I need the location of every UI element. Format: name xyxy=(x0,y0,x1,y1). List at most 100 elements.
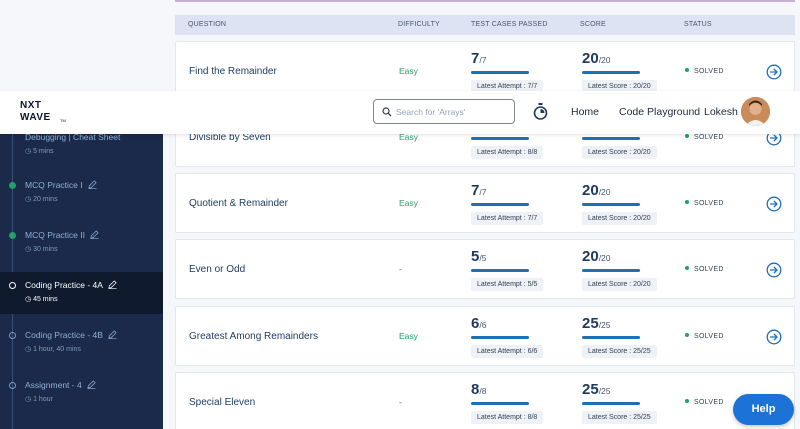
current-item-icon xyxy=(9,282,16,289)
completed-icon xyxy=(9,232,16,239)
test-cases-progress-bar xyxy=(471,203,529,206)
edit-icon xyxy=(90,230,99,239)
table-row[interactable]: Even or Odd - 5/5 Latest Attempt : 5/5 2… xyxy=(175,239,795,299)
duration-text: 1 hour, 40 mins xyxy=(33,346,81,353)
sidebar-item-mcq-practice-2[interactable]: MCQ Practice II ◷ 30 mins xyxy=(0,222,163,262)
difficulty-label: - xyxy=(399,397,402,407)
table-top-border xyxy=(175,0,795,2)
score-block: 25/25 Latest Score : 25/25 xyxy=(582,381,657,424)
sidebar-item-label: Debugging | Cheat Sheet xyxy=(25,134,121,142)
test-cases-passed: 7 xyxy=(471,50,480,67)
sidebar-item-coding-practice-4a[interactable]: Coding Practice - 4A ◷ 45 mins xyxy=(0,272,163,314)
score-progress-bar xyxy=(582,137,640,140)
search-input[interactable]: Search for 'Arrays' xyxy=(373,99,515,124)
test-cases-block: 7/7 Latest Attempt : 7/7 xyxy=(471,182,544,225)
status-text: SOLVED xyxy=(694,68,724,75)
question-title[interactable]: Special Eleven xyxy=(189,397,256,408)
test-cases-total: /7 xyxy=(479,187,487,197)
arrow-right-circle-icon[interactable] xyxy=(766,329,782,345)
latest-attempt-badge: Latest Attempt : 8/8 xyxy=(471,411,544,424)
score-progress-bar xyxy=(582,402,640,405)
table-row[interactable]: Greatest Among Remainders Easy 6/6 Lates… xyxy=(175,306,795,366)
difficulty-label: Easy xyxy=(399,132,418,142)
user-name[interactable]: Lokesh xyxy=(704,106,738,118)
sidebar-item-debugging[interactable]: Debugging | Cheat Sheet ◷ 5 mins xyxy=(0,134,163,160)
column-header-tests: TEST CASES PASSED xyxy=(471,21,548,28)
question-title[interactable]: Divisible by Seven xyxy=(189,132,271,143)
pending-icon xyxy=(9,382,16,389)
question-title[interactable]: Greatest Among Remainders xyxy=(189,331,318,342)
status-badge: SOLVED xyxy=(685,134,724,141)
status-badge: SOLVED xyxy=(685,266,724,273)
latest-attempt-badge: Latest Attempt : 7/7 xyxy=(471,212,544,225)
solved-dot-icon xyxy=(685,68,689,72)
test-cases-block: 6/6 Latest Attempt : 6/6 xyxy=(471,315,544,358)
status-badge: SOLVED xyxy=(685,399,724,406)
sidebar-item-label: Coding Practice - 4A xyxy=(25,280,103,290)
test-cases-passed: 6 xyxy=(471,315,480,332)
test-cases-passed: 8 xyxy=(471,381,480,398)
arrow-right-circle-icon[interactable] xyxy=(766,196,782,212)
stopwatch-icon[interactable] xyxy=(533,103,548,120)
sidebar-item-duration: ◷ 1 hour, 40 mins xyxy=(25,346,81,353)
table-header: QUESTION DIFFICULTY TEST CASES PASSED SC… xyxy=(175,15,795,35)
sidebar-item-title: Coding Practice - 4A xyxy=(25,280,117,290)
sidebar-item-label: MCQ Practice II xyxy=(25,230,85,240)
table-row[interactable]: Special Eleven - 8/8 Latest Attempt : 8/… xyxy=(175,372,795,429)
test-cases-total: /6 xyxy=(479,320,487,330)
difficulty-label: - xyxy=(399,264,402,274)
logo-line-2: WAVE xyxy=(20,112,51,123)
nav-code-playground-link[interactable]: Code Playground xyxy=(619,106,701,118)
question-title[interactable]: Even or Odd xyxy=(189,264,246,275)
column-header-status: STATUS xyxy=(684,21,712,28)
duration-text: 45 mins xyxy=(33,296,58,303)
pending-icon xyxy=(9,332,16,339)
sidebar-item-title: MCQ Practice II xyxy=(25,230,99,240)
completed-icon xyxy=(9,182,16,189)
sidebar-item-coding-practice-4b[interactable]: Coding Practice - 4B ◷ 1 hour, 40 mins xyxy=(0,322,163,362)
edit-icon xyxy=(108,330,117,339)
test-cases-total: /5 xyxy=(479,253,487,263)
status-text: SOLVED xyxy=(694,134,724,141)
test-cases-progress-bar xyxy=(471,269,529,272)
logo-line-1: NXT xyxy=(20,100,42,111)
latest-attempt-badge: Latest Attempt : 5/5 xyxy=(471,278,544,291)
progress-fill xyxy=(582,336,640,339)
search-placeholder: Search for 'Arrays' xyxy=(396,107,466,117)
arrow-right-circle-icon[interactable] xyxy=(766,262,782,278)
progress-fill xyxy=(471,137,529,140)
arrow-right-circle-icon[interactable] xyxy=(766,64,782,80)
avatar[interactable] xyxy=(741,97,770,126)
status-text: SOLVED xyxy=(694,200,724,207)
latest-score-badge: Latest Score : 20/20 xyxy=(582,212,657,225)
column-header-score: SCORE xyxy=(580,21,606,28)
question-title[interactable]: Quotient & Remainder xyxy=(189,198,288,209)
score-total: /25 xyxy=(598,320,611,330)
test-cases-progress-bar xyxy=(471,402,529,405)
score-total: /20 xyxy=(598,187,611,197)
nav-home-link[interactable]: Home xyxy=(571,106,600,118)
progress-fill xyxy=(471,203,529,206)
sidebar-item-mcq-practice-1[interactable]: MCQ Practice I ◷ 20 mins xyxy=(0,172,163,212)
sidebar-item-title: Assignment - 4 xyxy=(25,380,96,390)
help-button[interactable]: Help xyxy=(733,394,794,425)
status-text: SOLVED xyxy=(694,333,724,340)
duration-text: 30 mins xyxy=(33,246,58,253)
score-progress-bar xyxy=(582,71,640,74)
latest-score-badge: Latest Score : 20/20 xyxy=(582,146,657,159)
sidebar-item-title: Coding Practice - 4B xyxy=(25,330,117,340)
nxtwave-logo[interactable]: NXT WAVE TM xyxy=(20,100,80,126)
test-cases-total: /8 xyxy=(479,386,487,396)
test-cases-block: 7/7 Latest Attempt : 7/7 xyxy=(471,50,544,93)
sidebar-item-title: MCQ Practice I xyxy=(25,180,97,190)
test-cases-passed: 7 xyxy=(471,182,480,199)
solved-dot-icon xyxy=(685,266,689,270)
score-progress-bar xyxy=(582,203,640,206)
score-progress-bar xyxy=(582,269,640,272)
latest-score-badge: Latest Score : 25/25 xyxy=(582,345,657,358)
score-block: 20/20 Latest Score : 20/20 xyxy=(582,182,657,225)
question-title[interactable]: Find the Remainder xyxy=(189,66,277,77)
sidebar-item-assignment-4[interactable]: Assignment - 4 ◷ 1 hour xyxy=(0,372,163,412)
table-row[interactable]: Quotient & Remainder Easy 7/7 Latest Att… xyxy=(175,173,795,233)
test-cases-progress-bar xyxy=(471,71,529,74)
